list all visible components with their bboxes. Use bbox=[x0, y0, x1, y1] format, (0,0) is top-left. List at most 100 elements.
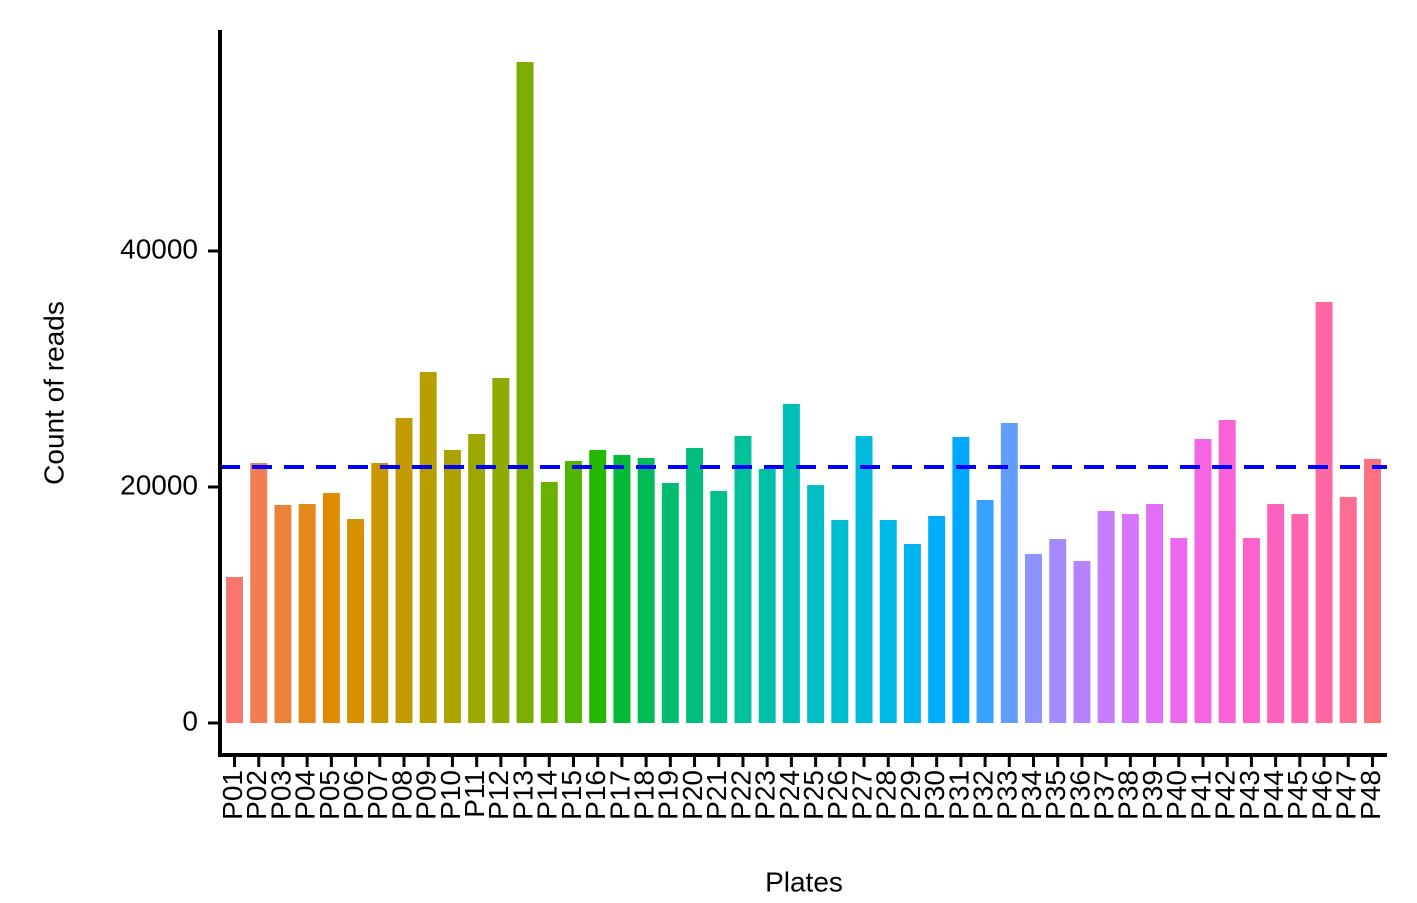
x-tick-label: P44 bbox=[1258, 770, 1289, 820]
x-tick-label: P05 bbox=[314, 770, 345, 820]
x-tick-label: P08 bbox=[386, 770, 417, 820]
x-tick-label: P35 bbox=[1040, 770, 1071, 820]
bar bbox=[831, 520, 849, 723]
bar bbox=[637, 457, 655, 723]
x-tick-label: P28 bbox=[871, 770, 902, 820]
x-tick-label: P01 bbox=[217, 770, 248, 820]
bar bbox=[1339, 496, 1357, 723]
x-tick-label: P19 bbox=[653, 770, 684, 820]
x-tick-label: P43 bbox=[1234, 770, 1265, 820]
x-tick-label: P38 bbox=[1113, 770, 1144, 820]
bar bbox=[1218, 419, 1236, 723]
x-tick-label: P14 bbox=[532, 770, 563, 820]
bar bbox=[565, 461, 582, 723]
x-tick-label: P04 bbox=[290, 770, 321, 820]
bar bbox=[1170, 537, 1188, 723]
y-axis-label: Count of reads bbox=[38, 301, 69, 485]
x-tick-label: P11 bbox=[459, 770, 490, 818]
bar bbox=[879, 520, 897, 723]
x-axis-label: Plates bbox=[765, 866, 843, 897]
x-tick-label: P12 bbox=[483, 770, 514, 820]
x-tick-label: P06 bbox=[338, 770, 369, 820]
x-tick-label: P03 bbox=[265, 770, 296, 820]
bar bbox=[1363, 458, 1381, 723]
bar bbox=[782, 403, 800, 723]
bar bbox=[1291, 513, 1309, 723]
x-tick-label: P02 bbox=[241, 770, 272, 820]
bar bbox=[371, 462, 389, 723]
bar bbox=[1242, 537, 1260, 723]
bar bbox=[492, 378, 510, 723]
x-tick-label: P32 bbox=[967, 770, 998, 820]
x-tick-label: P29 bbox=[895, 770, 926, 820]
bar bbox=[298, 504, 316, 723]
x-tick-label: P46 bbox=[1306, 770, 1337, 820]
bar bbox=[1025, 553, 1042, 723]
bar bbox=[347, 519, 365, 723]
x-tick-label: P17 bbox=[604, 770, 635, 820]
bar bbox=[734, 436, 752, 723]
bar bbox=[976, 500, 994, 723]
bar bbox=[928, 516, 946, 723]
y-tick-label: 20000 bbox=[120, 469, 198, 500]
bar bbox=[686, 448, 704, 723]
x-tick-label: P42 bbox=[1210, 770, 1241, 820]
bar bbox=[443, 449, 461, 723]
bar bbox=[468, 433, 486, 723]
x-tick-label: P16 bbox=[580, 770, 611, 820]
y-tick-label: 40000 bbox=[120, 233, 198, 264]
bar bbox=[395, 418, 413, 723]
bar bbox=[516, 62, 534, 723]
bar bbox=[710, 490, 728, 723]
x-tick-label: P33 bbox=[992, 770, 1023, 820]
bar bbox=[540, 481, 558, 723]
bar bbox=[661, 482, 679, 723]
bar bbox=[903, 544, 921, 723]
x-tick-label: P26 bbox=[822, 770, 853, 820]
x-tick-label: P37 bbox=[1089, 770, 1120, 820]
bar bbox=[855, 436, 873, 723]
x-tick-label: P31 bbox=[943, 770, 974, 820]
bar bbox=[419, 371, 437, 723]
x-tick-label: P47 bbox=[1331, 770, 1362, 820]
bar bbox=[322, 492, 340, 723]
bar bbox=[1073, 560, 1091, 723]
x-tick-label: P25 bbox=[798, 770, 829, 820]
x-tick-label: P20 bbox=[677, 770, 708, 820]
x-tick-label: P41 bbox=[1185, 770, 1216, 820]
x-tick-label: P18 bbox=[629, 770, 660, 820]
bar bbox=[1121, 513, 1139, 723]
x-tick-label: P27 bbox=[846, 770, 877, 820]
bar bbox=[274, 504, 292, 723]
bar bbox=[1000, 422, 1018, 723]
x-tick-label: P30 bbox=[919, 770, 950, 820]
bar bbox=[1315, 302, 1333, 723]
x-tick-label: P45 bbox=[1282, 770, 1313, 820]
x-tick-label: P39 bbox=[1137, 770, 1168, 820]
y-tick-label: 0 bbox=[182, 705, 198, 736]
x-tick-label: P15 bbox=[556, 770, 587, 820]
bar bbox=[613, 454, 631, 723]
bar bbox=[807, 485, 825, 723]
x-tick-label: P09 bbox=[411, 770, 442, 820]
x-tick-label: P22 bbox=[725, 770, 756, 820]
x-tick-label: P36 bbox=[1064, 770, 1095, 820]
x-tick-label: P10 bbox=[435, 770, 466, 820]
bar bbox=[250, 462, 268, 723]
bar bbox=[1194, 438, 1212, 723]
x-tick-label: P24 bbox=[774, 770, 805, 820]
bar bbox=[952, 437, 970, 723]
bar bbox=[1049, 539, 1067, 723]
x-tick-label: P40 bbox=[1161, 770, 1192, 820]
x-tick-label: P13 bbox=[507, 770, 538, 820]
bar bbox=[589, 449, 607, 723]
bar bbox=[1267, 504, 1285, 723]
x-tick-label: P07 bbox=[362, 770, 393, 820]
bar bbox=[1097, 511, 1115, 723]
bar bbox=[226, 576, 244, 723]
bar bbox=[758, 469, 776, 723]
bar bbox=[1146, 504, 1164, 723]
x-tick-label: P21 bbox=[701, 770, 732, 820]
x-tick-label: P23 bbox=[750, 770, 781, 820]
